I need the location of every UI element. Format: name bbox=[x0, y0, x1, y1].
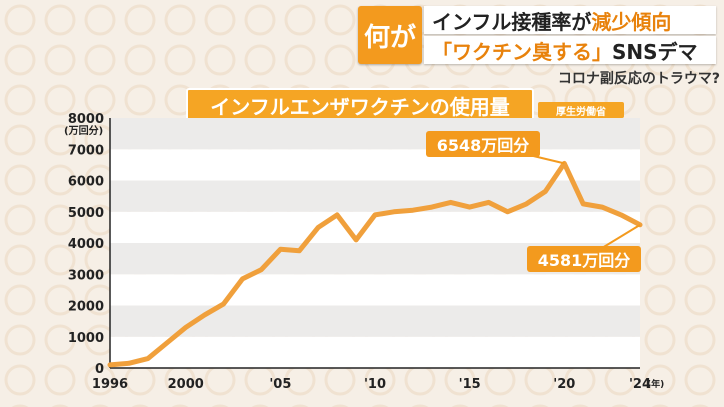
grid-band bbox=[110, 336, 640, 368]
data-point bbox=[524, 201, 529, 206]
data-point bbox=[240, 276, 245, 281]
y-tick-label: 5000 bbox=[68, 206, 104, 221]
data-point bbox=[429, 205, 434, 210]
grid-band bbox=[110, 118, 640, 150]
data-point bbox=[278, 247, 283, 252]
y-tick-label: 7000 bbox=[68, 143, 104, 158]
annotation-latest: 4581万回分 bbox=[527, 246, 641, 272]
x-tick-label: '24 bbox=[629, 377, 651, 392]
data-point bbox=[391, 209, 396, 214]
y-tick-label: 3000 bbox=[68, 268, 104, 283]
data-point bbox=[505, 209, 510, 214]
grid-band bbox=[110, 305, 640, 337]
data-point bbox=[354, 237, 359, 242]
data-point bbox=[600, 205, 605, 210]
data-point bbox=[316, 225, 321, 230]
data-point bbox=[183, 325, 188, 330]
data-point bbox=[619, 212, 624, 217]
caption-line-2: 「ワクチン臭する」 SNSデマ bbox=[424, 36, 716, 64]
data-point bbox=[486, 200, 491, 205]
y-tick-label: 2000 bbox=[68, 300, 104, 315]
x-tick-label: '05 bbox=[269, 377, 291, 392]
chart-source: 厚生労働省 bbox=[538, 102, 624, 118]
data-point bbox=[297, 248, 302, 253]
data-point bbox=[145, 356, 150, 361]
x-axis-unit: (年) bbox=[647, 380, 665, 390]
data-point bbox=[202, 312, 207, 317]
grid-band bbox=[110, 149, 640, 181]
data-point bbox=[448, 200, 453, 205]
grid-bands bbox=[110, 118, 640, 368]
data-point bbox=[410, 208, 415, 213]
grid-band bbox=[110, 274, 640, 306]
caption-line-1: インフル接種率が 減少傾向 bbox=[424, 6, 716, 34]
x-tick-label: 2000 bbox=[168, 377, 204, 392]
caption-line-1-plain: インフル接種率が bbox=[432, 9, 592, 34]
x-tick-labels: 1996 2000 '05 '10 '15 '20 '24 bbox=[92, 377, 651, 392]
x-tick-label: 1996 bbox=[92, 377, 128, 392]
annotation-peak: 6548万回分 bbox=[426, 131, 540, 157]
grid-band bbox=[110, 180, 640, 212]
axes bbox=[109, 118, 640, 369]
y-tick-label: 0 bbox=[95, 362, 104, 377]
caption-line-1-accent: 減少傾向 bbox=[591, 9, 672, 34]
data-point bbox=[581, 201, 586, 206]
data-point bbox=[467, 205, 472, 210]
y-tick-label: 4000 bbox=[68, 237, 104, 252]
y-tick-label: 6000 bbox=[68, 175, 104, 190]
y-tick-label: 8000 bbox=[68, 112, 104, 127]
data-point bbox=[335, 212, 340, 217]
data-point bbox=[543, 189, 548, 194]
data-point bbox=[221, 301, 226, 306]
x-tick-label: '15 bbox=[459, 377, 481, 392]
x-tick-label: '20 bbox=[553, 377, 575, 392]
caption-line-2-plain: SNSデマ bbox=[612, 39, 698, 64]
caption-subtitle: コロナ副反応のトラウマ? bbox=[557, 71, 720, 87]
caption-line-2-accent: 「ワクチン臭する」 bbox=[432, 39, 612, 64]
y-tick-labels: 0 1000 2000 3000 4000 5000 6000 7000 8000 bbox=[68, 112, 104, 377]
data-point bbox=[164, 341, 169, 345]
data-point bbox=[126, 361, 131, 366]
y-axis-unit: (万回分) bbox=[64, 126, 104, 137]
data-point bbox=[259, 267, 264, 272]
data-point bbox=[373, 212, 377, 217]
data-point bbox=[108, 362, 112, 367]
caption-tag: 何が bbox=[358, 6, 422, 64]
x-tick-label: '10 bbox=[364, 377, 386, 392]
series-line bbox=[107, 143, 643, 368]
y-tick-label: 1000 bbox=[68, 331, 104, 346]
